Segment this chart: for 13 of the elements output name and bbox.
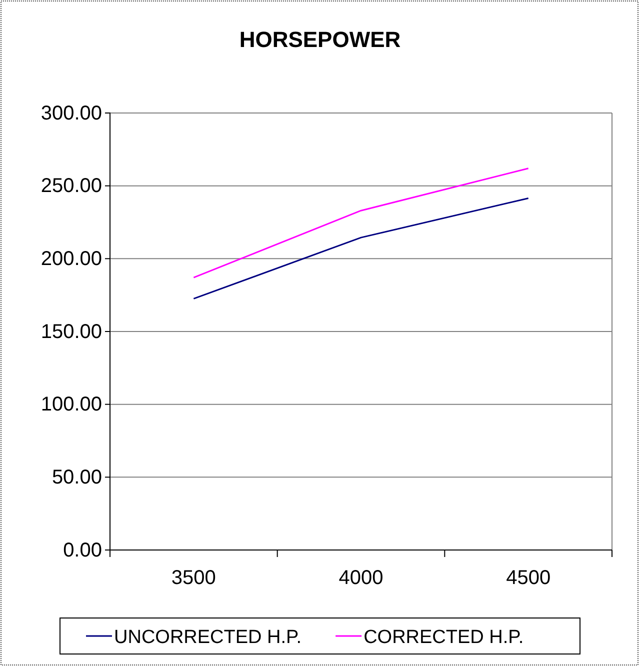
- chart-title: HORSEPOWER: [239, 27, 401, 52]
- x-tick-label: 3500: [171, 567, 216, 590]
- y-tick-label: 100.00: [40, 394, 102, 416]
- y-tick-label: 50.00: [52, 466, 102, 489]
- y-tick-label: 0.00: [63, 539, 102, 562]
- x-tick-label: 4000: [338, 567, 384, 590]
- x-tick-label: 4500: [506, 567, 551, 590]
- y-tick-label: 150.00: [40, 320, 102, 343]
- y-tick-label: 250.00: [40, 175, 102, 198]
- y-tick-label: 200.00: [40, 248, 102, 270]
- y-tick-label: 300.00: [40, 102, 102, 124]
- legend-label: UNCORRECTED H.P.: [114, 627, 302, 648]
- legend-label: CORRECTED H.P.: [364, 627, 524, 648]
